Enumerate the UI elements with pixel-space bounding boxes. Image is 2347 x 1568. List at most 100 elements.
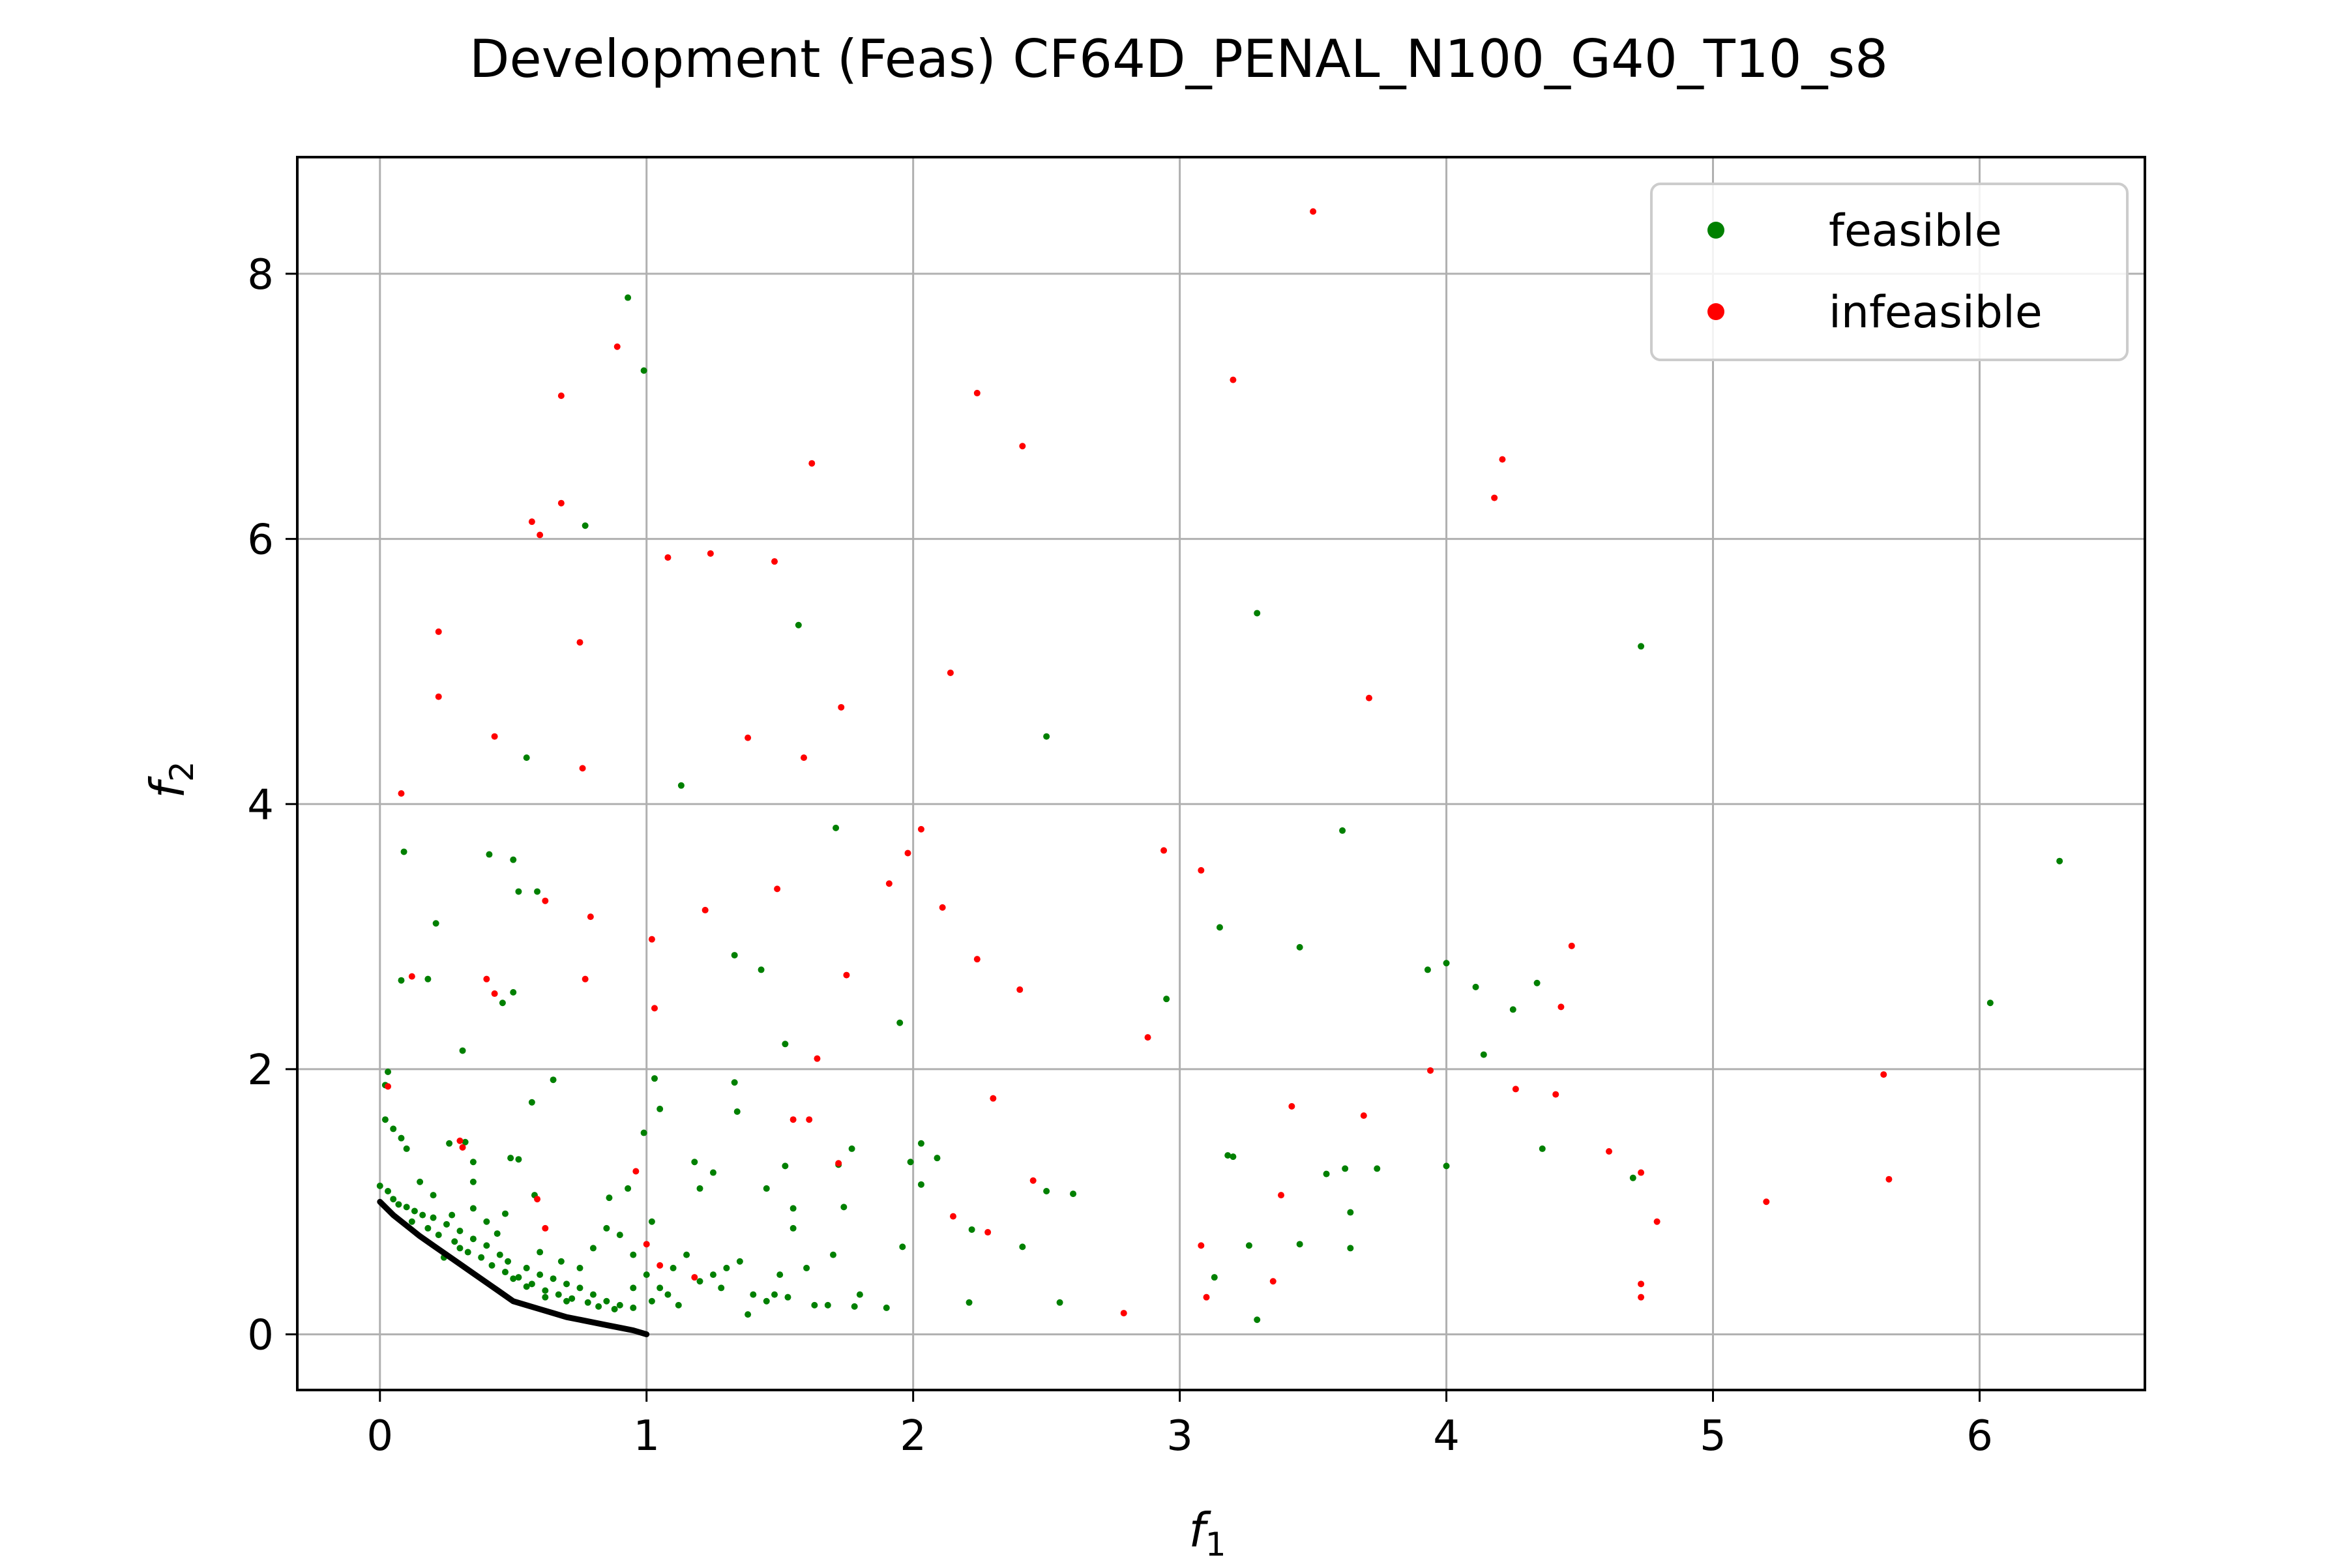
- feasible-point: [829, 1251, 836, 1258]
- feasible-point: [1374, 1165, 1381, 1172]
- feasible-point: [528, 1099, 535, 1106]
- feasible-point: [595, 1303, 602, 1310]
- infeasible-point: [1491, 494, 1498, 501]
- feasible-point: [589, 1291, 597, 1298]
- infeasible-point: [1016, 986, 1024, 993]
- feasible-point: [510, 1275, 517, 1282]
- feasible-point: [507, 1155, 514, 1162]
- feasible-point: [395, 1201, 402, 1208]
- feasible-point: [896, 1019, 904, 1026]
- feasible-point: [657, 1284, 664, 1292]
- y-axis-label-sub: 2: [163, 761, 201, 782]
- infeasible-point: [814, 1055, 821, 1062]
- infeasible-point: [456, 1137, 464, 1144]
- feasible-point: [515, 888, 522, 895]
- feasible-point: [782, 1162, 789, 1170]
- feasible-point: [745, 1311, 752, 1318]
- infeasible-point: [408, 973, 415, 980]
- feasible-point: [848, 1145, 855, 1152]
- infeasible-point: [1653, 1218, 1661, 1225]
- infeasible-point: [707, 550, 714, 557]
- infeasible-point: [1512, 1086, 1519, 1093]
- feasible-point: [733, 1108, 741, 1115]
- plot-area: [297, 157, 2145, 1390]
- infeasible-point: [435, 693, 442, 700]
- y-tick-label: 0: [247, 1312, 274, 1360]
- infeasible-point: [939, 904, 946, 911]
- feasible-point: [385, 1188, 392, 1194]
- infeasible-point: [1029, 1177, 1037, 1184]
- feasible-point: [1342, 1165, 1349, 1172]
- feasible-point: [494, 1230, 501, 1237]
- infeasible-point: [973, 956, 981, 963]
- feasible-point: [1986, 999, 1994, 1007]
- feasible-point: [643, 1271, 650, 1279]
- feasible-point: [968, 1226, 975, 1233]
- x-tick-label: 3: [1166, 1412, 1193, 1460]
- feasible-point: [464, 1249, 471, 1256]
- feasible-point: [1296, 943, 1303, 951]
- feasible-point: [1347, 1245, 1354, 1252]
- feasible-point: [611, 1305, 618, 1312]
- legend-label-infeasible: infeasible: [1829, 287, 2043, 338]
- feasible-point: [398, 1134, 405, 1142]
- infeasible-point: [1278, 1192, 1285, 1199]
- feasible-point: [2056, 857, 2063, 865]
- infeasible-point: [947, 669, 954, 676]
- feasible-point: [403, 1145, 410, 1152]
- pareto-front-line: [377, 1198, 650, 1338]
- infeasible-point: [1427, 1067, 1434, 1074]
- feasible-point: [664, 1291, 672, 1298]
- infeasible-point: [491, 990, 498, 998]
- infeasible-point: [701, 906, 709, 913]
- feasible-point: [505, 1258, 512, 1265]
- chart-title: Development (Feas) CF64D_PENAL_N100_G40_…: [469, 29, 1888, 89]
- infeasible-point: [1880, 1071, 1887, 1078]
- feasible-point: [670, 1264, 677, 1271]
- feasible-point: [883, 1304, 890, 1311]
- feasible-point: [443, 1220, 450, 1228]
- feasible-point: [555, 1291, 562, 1298]
- feasible-point: [589, 1245, 597, 1252]
- feasible-point: [403, 1204, 410, 1211]
- feasible-point: [718, 1284, 725, 1292]
- infeasible-point: [651, 1005, 658, 1012]
- feasible-point: [537, 1271, 544, 1279]
- feasible-point: [424, 975, 432, 983]
- feasible-point: [1443, 960, 1450, 967]
- feasible-point: [557, 1258, 565, 1265]
- infeasible-point: [534, 1196, 541, 1203]
- infeasible-point: [648, 936, 655, 943]
- x-tick-label: 5: [1700, 1412, 1726, 1460]
- x-tick-label: 6: [1966, 1412, 1993, 1460]
- feasible-point: [803, 1264, 810, 1271]
- feasible-point: [790, 1224, 797, 1232]
- feasible-point: [1296, 1241, 1303, 1248]
- feasible-point: [696, 1185, 703, 1192]
- infeasible-point: [1606, 1148, 1613, 1155]
- infeasible-point: [835, 1160, 842, 1167]
- infeasible-point: [1638, 1280, 1645, 1288]
- infeasible-point: [1230, 376, 1237, 383]
- feasible-point: [576, 1284, 583, 1292]
- feasible-point: [528, 1280, 535, 1288]
- infeasible-point: [885, 880, 893, 887]
- infeasible-point: [691, 1274, 698, 1281]
- infeasible-point: [771, 558, 778, 565]
- infeasible-point: [1198, 866, 1205, 874]
- feasible-point: [1056, 1299, 1063, 1306]
- infeasible-point: [1288, 1102, 1295, 1110]
- infeasible-point: [984, 1229, 992, 1236]
- infeasible-point: [613, 343, 621, 350]
- pareto-front-layer: [377, 1198, 650, 1338]
- feasible-point: [784, 1294, 791, 1301]
- feasible-point: [515, 1156, 522, 1163]
- feasible-point: [616, 1232, 623, 1239]
- plot-frame: [296, 156, 2146, 1391]
- feasible-point: [523, 754, 530, 762]
- feasible-point: [1638, 643, 1645, 650]
- feasible-point: [417, 1178, 424, 1185]
- infeasible-point: [557, 499, 565, 507]
- feasible-point: [523, 1264, 530, 1271]
